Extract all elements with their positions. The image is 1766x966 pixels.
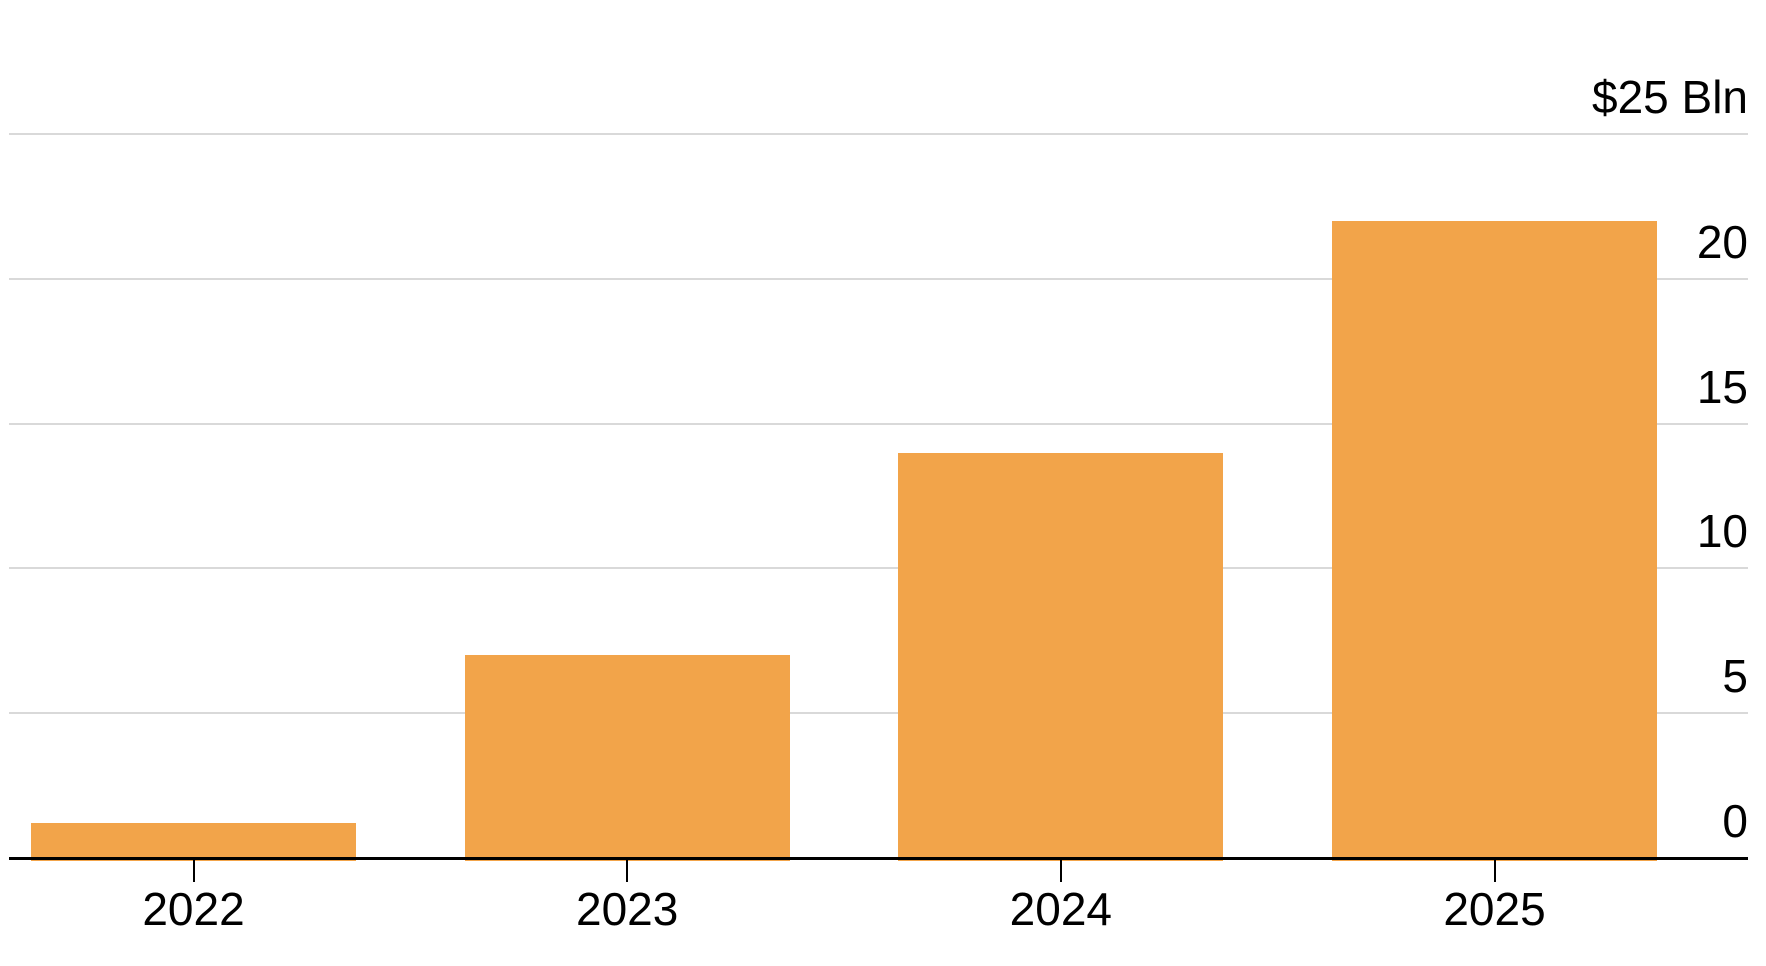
bar-2024	[898, 452, 1224, 861]
y-axis-label-5: 5	[1722, 650, 1748, 703]
gridline-25	[9, 133, 1748, 135]
y-axis-label-0: 0	[1722, 795, 1748, 847]
bar-2025	[1332, 220, 1657, 861]
gridline-10	[9, 567, 1748, 570]
y-axis-label-15: 15	[1696, 360, 1748, 413]
x-axis-line	[9, 857, 1748, 860]
x-axis-label-2025: 2025	[1443, 883, 1546, 935]
x-axis-tick-2024	[1059, 858, 1062, 882]
gridline-5	[9, 712, 1748, 715]
bar-2023	[464, 655, 790, 861]
x-axis-label-2022: 2022	[142, 883, 245, 935]
x-axis-tick-2025	[1493, 858, 1496, 882]
y-axis-label-10: 10	[1696, 505, 1748, 558]
x-axis-tick-2022	[192, 858, 195, 882]
x-axis-tick-2023	[626, 858, 629, 882]
x-axis-label-2024: 2024	[1009, 883, 1112, 935]
y-axis-label-25: $25 Bln	[1591, 71, 1748, 123]
gridline-20	[9, 277, 1748, 280]
y-axis-label-20: 20	[1696, 215, 1748, 268]
x-axis-label-2023: 2023	[575, 883, 679, 935]
gridline-15	[9, 422, 1748, 425]
bar-2022	[31, 823, 356, 861]
